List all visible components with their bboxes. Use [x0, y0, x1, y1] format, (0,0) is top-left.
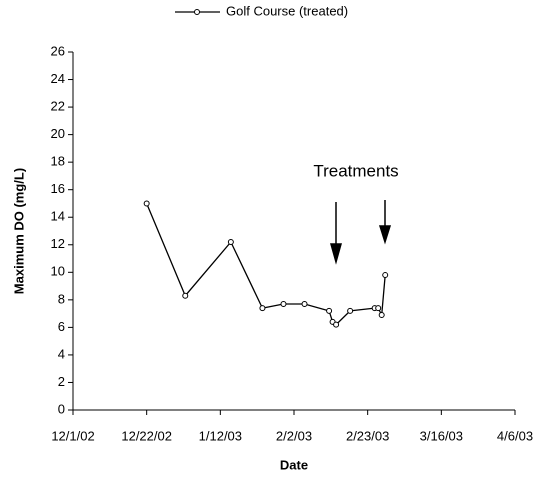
x-tick-label: 2/2/03 — [276, 428, 312, 443]
data-point — [182, 292, 189, 299]
y-tick-label: 24 — [51, 71, 65, 86]
data-point — [375, 305, 382, 312]
data-point — [347, 307, 354, 314]
y-tick-label: 8 — [58, 291, 65, 306]
y-tick-label: 14 — [51, 209, 65, 224]
y-tick-label: 12 — [51, 236, 65, 251]
data-point — [326, 307, 333, 314]
y-tick-label: 6 — [58, 319, 65, 334]
y-tick-label: 0 — [58, 401, 65, 416]
data-point — [143, 200, 150, 207]
y-tick-label: 18 — [51, 154, 65, 169]
arrows — [330, 200, 392, 265]
y-tick-label: 10 — [51, 264, 65, 279]
y-tick-label: 26 — [51, 43, 65, 58]
legend-marker — [194, 9, 200, 15]
x-axis-title: Date — [280, 457, 308, 472]
x-tick-label: 3/16/03 — [420, 428, 463, 443]
data-point — [227, 239, 234, 246]
data-point — [382, 272, 389, 279]
y-tick-label: 16 — [51, 181, 65, 196]
x-tick-label: 4/6/03 — [497, 428, 533, 443]
y-axis-title: Maximum DO (mg/L) — [11, 168, 26, 294]
x-tick-label: 12/1/02 — [51, 428, 94, 443]
y-tick-label: 20 — [51, 126, 65, 141]
data-point — [259, 305, 266, 312]
data-point — [301, 300, 308, 307]
x-tick-label: 2/23/03 — [346, 428, 389, 443]
annotation: Treatments — [313, 161, 398, 180]
legend-label: Golf Course (treated) — [226, 3, 348, 18]
data-point — [333, 321, 340, 328]
series-line — [146, 203, 386, 326]
x-tick-label: 1/12/03 — [199, 428, 242, 443]
x-tick-label: 12/22/02 — [121, 428, 172, 443]
data-point — [280, 300, 287, 307]
y-tick-label: 4 — [58, 346, 65, 361]
y-tick-label: 2 — [58, 374, 65, 389]
data-point — [378, 311, 385, 318]
y-tick-label: 22 — [51, 99, 65, 114]
